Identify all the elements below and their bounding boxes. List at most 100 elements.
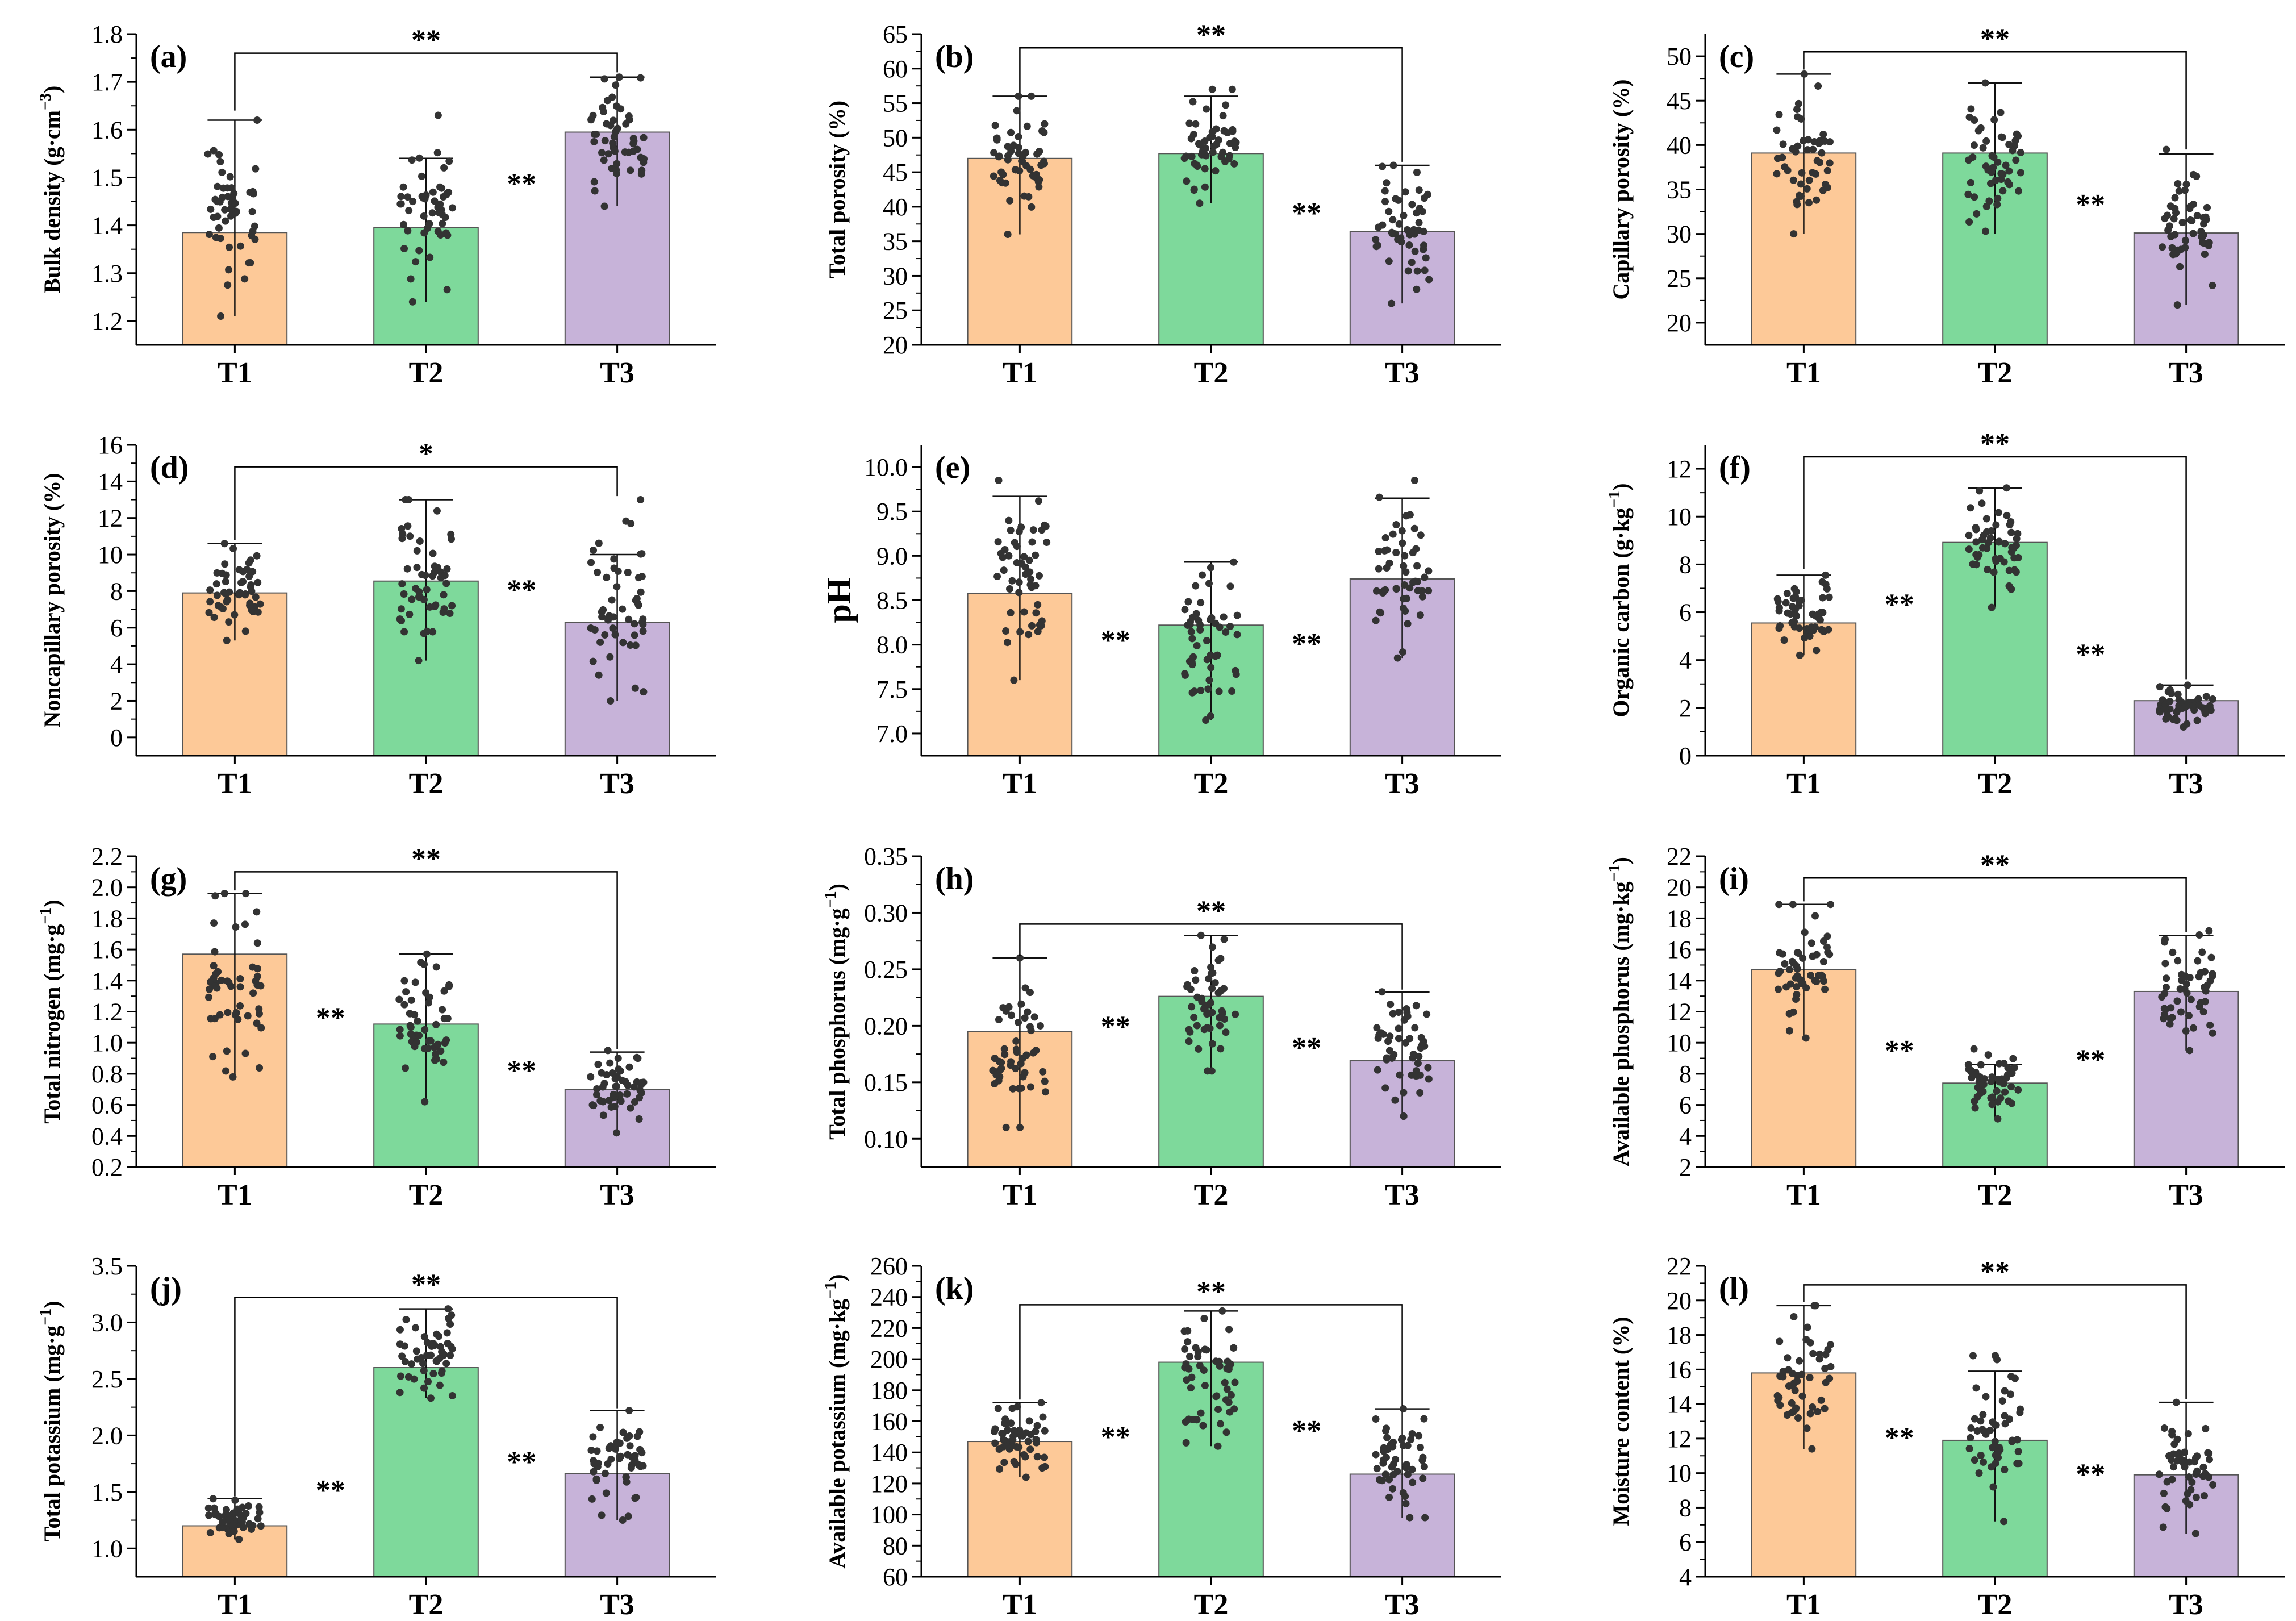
y-tick-label: 6 — [110, 614, 123, 642]
data-point — [1412, 545, 1420, 553]
data-point — [1805, 176, 1813, 184]
data-point — [1016, 954, 1024, 962]
data-point — [1201, 1381, 1209, 1389]
data-point — [2181, 186, 2189, 194]
data-point — [1033, 150, 1041, 158]
data-point — [211, 970, 219, 978]
data-point — [1776, 1401, 1784, 1409]
data-point — [1794, 1414, 1802, 1422]
data-point — [216, 1011, 224, 1019]
data-point — [1981, 1427, 1989, 1435]
data-point — [1414, 1060, 1422, 1068]
data-point — [2163, 145, 2170, 153]
data-point — [1983, 544, 1991, 552]
data-point — [596, 638, 604, 646]
data-point — [1793, 965, 1801, 973]
data-point — [416, 537, 424, 545]
data-point — [2193, 1467, 2201, 1475]
data-point — [1372, 616, 1380, 624]
data-point — [1827, 901, 1835, 909]
data-point — [1222, 101, 1230, 109]
data-point — [2166, 1020, 2174, 1028]
data-point — [1794, 99, 1802, 107]
data-point — [623, 1434, 631, 1442]
data-point — [2198, 948, 2206, 956]
data-point — [424, 1378, 432, 1386]
data-point — [2166, 705, 2174, 713]
data-point — [2015, 187, 2023, 195]
data-point — [1969, 153, 1977, 161]
y-tick-label: 1.3 — [91, 260, 123, 287]
data-point — [2172, 1398, 2180, 1406]
significance-label: ** — [1885, 588, 1914, 620]
y-axis-title: Moisture content (%) — [1608, 1316, 1634, 1526]
data-point — [991, 1427, 999, 1435]
y-tick-label: 8 — [1679, 551, 1692, 578]
data-points-T3 — [2156, 681, 2216, 731]
data-point — [1203, 637, 1210, 645]
data-point — [1993, 201, 2001, 209]
data-point — [218, 1518, 226, 1526]
data-point — [629, 147, 637, 155]
data-point — [2181, 1448, 2189, 1456]
data-point — [592, 1476, 600, 1484]
data-point — [1775, 1393, 1783, 1401]
data-point — [420, 595, 428, 603]
data-point — [218, 1524, 226, 1532]
data-point — [1404, 267, 1412, 275]
data-point — [1404, 1012, 1412, 1020]
data-point — [1218, 1307, 1226, 1315]
data-point — [1401, 1493, 1409, 1501]
data-point — [1388, 228, 1396, 236]
data-point — [1967, 178, 1974, 186]
data-point — [1784, 609, 1792, 617]
data-point — [1185, 1037, 1193, 1045]
data-point — [2012, 568, 2020, 576]
data-point — [2184, 1430, 2192, 1437]
data-point — [1188, 635, 1196, 643]
data-point — [407, 1360, 415, 1368]
data-point — [425, 1037, 433, 1045]
data-point — [1185, 119, 1193, 127]
data-point — [1413, 562, 1421, 570]
data-point — [2193, 716, 2201, 724]
data-point — [1228, 85, 1236, 93]
data-points-T1 — [1773, 571, 1833, 659]
data-point — [396, 615, 404, 623]
data-point — [204, 1504, 212, 1512]
data-point — [1008, 577, 1016, 585]
data-point — [229, 1073, 237, 1081]
y-axis-title-superscript: −3 — [37, 93, 55, 110]
data-point — [397, 193, 405, 201]
data-point — [1005, 552, 1013, 560]
data-point — [1008, 1011, 1016, 1019]
data-point — [1030, 1013, 1038, 1021]
data-point — [405, 207, 413, 215]
data-point — [2168, 1431, 2176, 1439]
data-point — [2189, 1024, 2197, 1032]
data-point — [1775, 969, 1782, 977]
data-point — [598, 1511, 606, 1519]
data-point — [1219, 112, 1227, 120]
data-point — [421, 1098, 429, 1106]
data-point — [1981, 227, 1989, 235]
data-point — [1196, 199, 1204, 207]
data-point — [1409, 1054, 1417, 1062]
significance-label: ** — [1885, 1035, 1914, 1067]
data-point — [2008, 1099, 2016, 1107]
data-point — [433, 1055, 441, 1063]
data-point — [637, 550, 645, 558]
data-point — [1198, 998, 1206, 1006]
data-point — [448, 204, 456, 212]
data-point — [429, 628, 437, 636]
data-point — [423, 1339, 431, 1347]
data-point — [1977, 1417, 1985, 1425]
data-point — [256, 1064, 264, 1072]
data-point — [1383, 1434, 1391, 1441]
data-point — [1817, 137, 1825, 145]
data-point — [1797, 115, 1805, 123]
data-point — [1388, 1463, 1396, 1471]
data-point — [210, 147, 218, 155]
data-point — [1032, 609, 1040, 617]
data-point — [589, 657, 597, 665]
